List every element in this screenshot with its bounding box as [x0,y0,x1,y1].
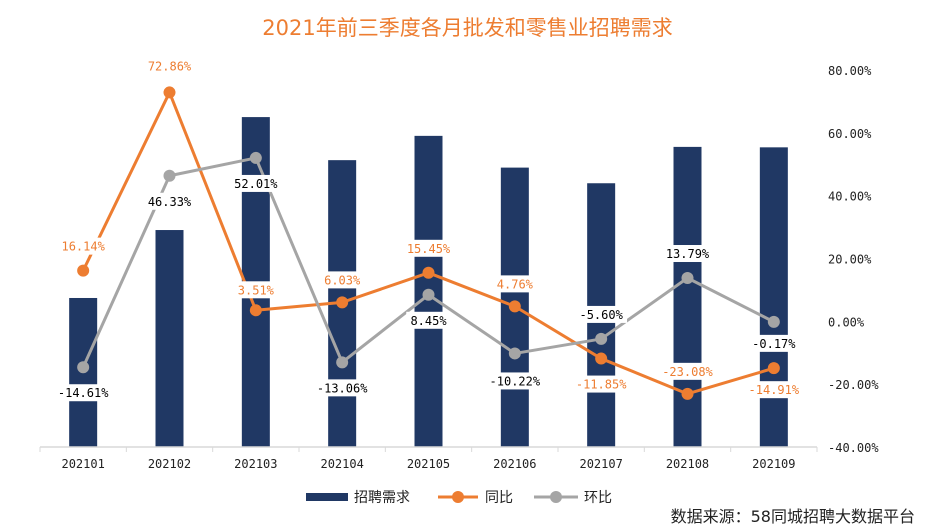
data-label-环比: 13.79% [666,247,710,261]
data-label-环比: 52.01% [234,177,278,191]
data-label-bg [657,362,718,380]
data-label-bg [747,334,800,352]
data-label-同比: -11.85% [576,378,627,392]
marker-环比-202106 [508,347,521,360]
data-label-bg [492,275,538,293]
marker-同比-202105 [422,266,435,279]
data-label-同比: 6.03% [324,273,361,287]
marker-同比-202109 [767,362,780,375]
chart-title: 2021年前三季度各月批发和零售业招聘需求 [262,16,673,40]
y-tick-label: -20.00% [828,378,879,392]
data-label-环比: -0.17% [752,337,796,351]
data-label-bg [233,281,279,299]
data-label-同比: 4.76% [497,277,534,291]
data-label-bg [143,192,196,210]
data-label-同比: 15.45% [407,242,451,256]
data-label-bg [229,174,282,192]
legend-swatch-bar [306,493,348,501]
marker-环比-202108 [681,272,694,285]
marker-环比-202102 [163,169,176,182]
data-label-环比: 8.45% [410,314,447,328]
marker-环比-202109 [767,315,780,328]
legend-label: 环比 [584,490,612,506]
data-label-环比: -10.22% [490,374,541,388]
data-label-bg [661,245,714,263]
marker-同比-202101 [77,264,90,277]
x-tick-label: 202102 [148,457,191,471]
y-tick-label: 0.00% [828,315,865,329]
data-label-环比: -13.06% [317,381,368,395]
y-tick-label: -40.00% [828,441,879,455]
marker-同比-202104 [336,296,349,309]
legend-label: 招聘需求 [354,490,410,506]
legend-label: 同比 [485,490,513,506]
data-label-bg [402,239,455,257]
data-label-bg [485,372,545,390]
y-tick-label: 40.00% [828,190,872,204]
marker-同比-202108 [681,387,694,400]
data-label-bg [571,375,631,393]
bar-202102 [155,230,184,447]
x-tick-label: 202108 [666,457,709,471]
bar-202109 [759,147,788,447]
data-label-同比: -23.08% [662,365,713,379]
data-label-环比: 46.33% [148,195,192,209]
x-tick-label: 202106 [493,457,536,471]
data-label-同比: -14.91% [749,383,800,397]
legend-marker [550,491,562,503]
data-label-bg [319,271,365,289]
y-tick-label: 20.00% [828,253,872,267]
y-tick-label: 80.00% [828,64,872,78]
data-label-环比: -14.61% [58,386,109,400]
data-label-bg [744,381,804,399]
data-label-bg [575,305,628,323]
legend-marker [452,491,464,503]
data-source: 数据来源：58同城招聘大数据平台 [670,507,915,526]
marker-同比-202106 [508,300,521,313]
data-label-bg [57,237,110,255]
marker-环比-202101 [77,361,90,374]
data-label-bg [406,311,451,329]
data-label-同比: 16.14% [61,240,105,254]
marker-环比-202103 [249,151,262,164]
bar-202108 [673,146,702,447]
marker-同比-202102 [163,86,176,99]
data-label-bg [143,57,196,75]
x-tick-label: 202103 [234,457,277,471]
marker-同比-202107 [595,352,608,365]
data-label-bg [312,379,372,397]
data-label-环比: -5.60% [579,308,623,322]
data-label-bg [53,384,113,402]
x-tick-label: 202107 [579,457,622,471]
x-tick-label: 202105 [407,457,450,471]
x-tick-label: 202109 [752,457,795,471]
marker-环比-202107 [595,332,608,345]
y-tick-label: 60.00% [828,127,872,141]
x-tick-label: 202101 [61,457,104,471]
data-label-同比: 72.86% [148,59,192,73]
x-tick-label: 202104 [320,457,363,471]
data-label-同比: 3.51% [238,283,275,297]
marker-环比-202104 [336,356,349,369]
marker-环比-202105 [422,288,435,301]
marker-同比-202103 [249,304,262,317]
